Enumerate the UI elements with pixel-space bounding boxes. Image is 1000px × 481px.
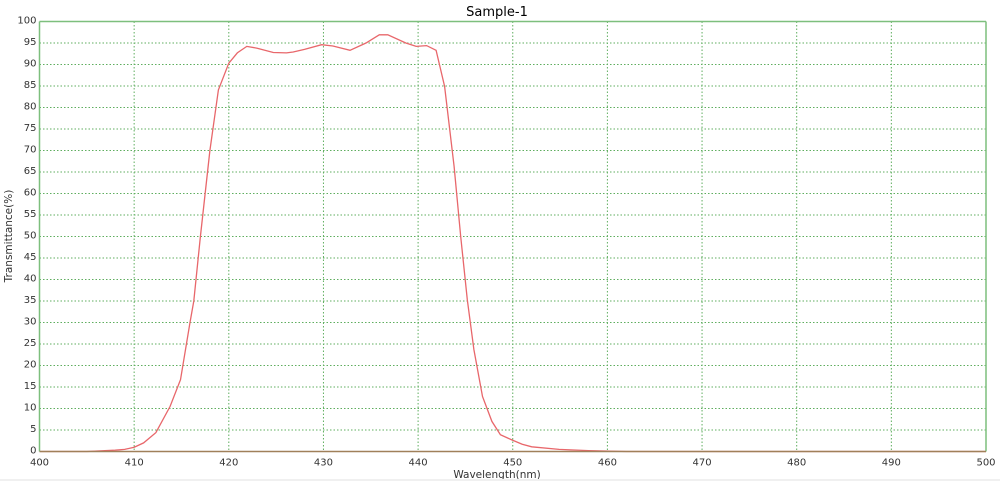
y-tick-label: 10 <box>24 403 37 414</box>
y-tick-label: 90 <box>24 59 37 70</box>
y-tick-label: 50 <box>24 231 37 242</box>
x-tick-label: 470 <box>693 458 712 469</box>
x-tick-label: 420 <box>219 458 238 469</box>
grid <box>39 21 986 452</box>
x-tick-label: 500 <box>976 458 995 469</box>
y-tick-labels: 0 5 10 15 20 25 30 35 40 45 50 55 60 65 70 75 80 85 90 95 10… <box>17 16 36 457</box>
bottom-band <box>0 479 1000 481</box>
series-line <box>39 34 986 453</box>
x-tick-label: 430 <box>314 458 333 469</box>
y-tick-label: 25 <box>24 338 37 349</box>
y-axis-label: Transmittance(%) <box>3 190 15 284</box>
y-tick-label: 60 <box>24 188 37 199</box>
y-tick-label: 45 <box>24 252 37 263</box>
y-tick-label: 40 <box>24 274 37 285</box>
y-tick-label: 95 <box>24 37 37 48</box>
x-axis-label: Wavelength(nm) <box>453 469 540 481</box>
x-tick-label: 490 <box>882 458 901 469</box>
y-tick-label: 20 <box>24 360 37 371</box>
x-tick-label: 480 <box>787 458 806 469</box>
y-tick-label: 0 <box>30 446 36 457</box>
y-tick-label: 15 <box>24 381 37 392</box>
y-tick-label: 100 <box>17 16 36 27</box>
y-tick-label: 5 <box>30 424 36 435</box>
axes <box>38 20 987 453</box>
y-tick-label: 85 <box>24 80 37 91</box>
y-tick-label: 70 <box>24 145 37 156</box>
x-tick-label: 460 <box>598 458 617 469</box>
x-tick-label: 440 <box>409 458 428 469</box>
x-tick-labels: 400 410 420 430 440 450 460 470 480 490 500 <box>30 458 996 469</box>
x-tick-label: 410 <box>125 458 144 469</box>
chart-title: Sample-1 <box>466 5 528 20</box>
y-tick-label: 80 <box>24 102 37 113</box>
y-tick-label: 75 <box>24 123 37 134</box>
y-tick-label: 35 <box>24 295 37 306</box>
y-tick-label: 65 <box>24 166 37 177</box>
x-tick-label: 450 <box>503 458 522 469</box>
y-tick-label: 55 <box>24 209 37 220</box>
y-tick-label: 30 <box>24 317 37 328</box>
x-tick-label: 400 <box>30 458 49 469</box>
